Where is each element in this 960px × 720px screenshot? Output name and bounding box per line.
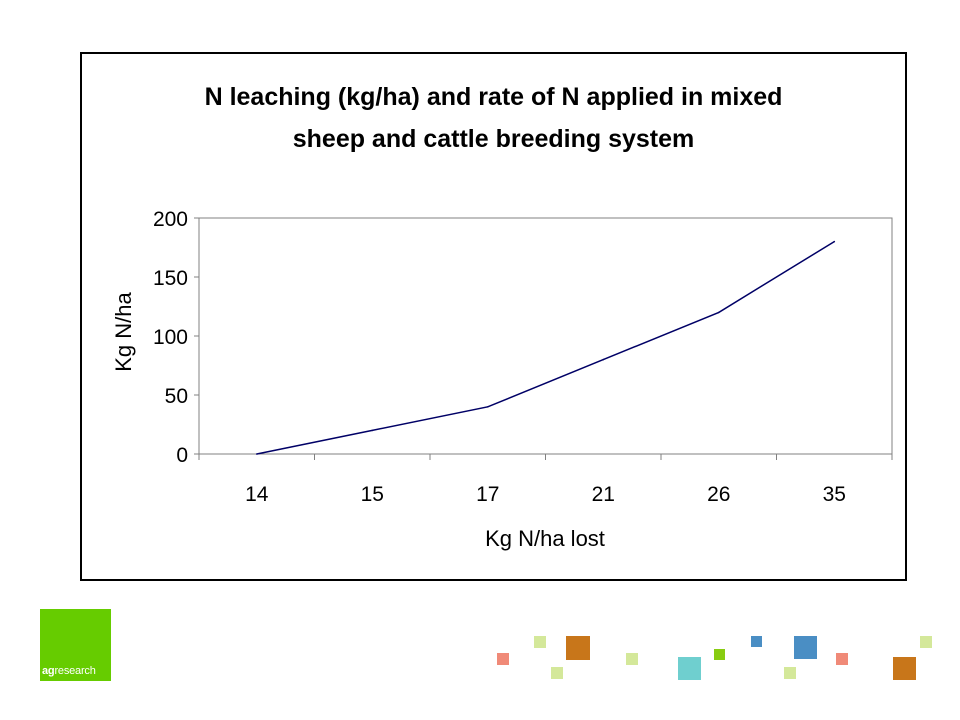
decor-square (751, 636, 762, 647)
series-layer (255, 240, 836, 455)
data-point (717, 311, 720, 314)
x-tick-label: 21 (592, 483, 615, 506)
decor-square (534, 636, 546, 648)
x-tick-label: 15 (361, 483, 384, 506)
decor-square (497, 653, 509, 665)
decor-square (784, 667, 796, 679)
decor-square (714, 649, 725, 660)
series-line (256, 240, 835, 455)
y-axis-label: Kg N/ha (111, 291, 136, 371)
y-tick-label: 150 (153, 267, 188, 290)
data-point (833, 240, 836, 243)
decor-square (678, 657, 701, 680)
decor-square (626, 653, 638, 665)
chart-title-line-2: sheep and cattle breeding system (292, 125, 695, 153)
y-tick-label: 50 (165, 385, 188, 408)
x-tick-label: 17 (476, 483, 499, 506)
y-tick-label: 100 (153, 326, 188, 349)
data-point (255, 453, 258, 455)
x-axis-label: Kg N/ha lost (485, 526, 605, 551)
plot-area (198, 217, 893, 455)
chart-title-line-1: N leaching (kg/ha) and rate of N applied… (204, 83, 783, 111)
decor-square (893, 657, 916, 680)
x-axis: 14 15 17 21 26 35 (198, 454, 893, 506)
chart-title: N leaching (kg/ha) and rate of N applied… (82, 76, 905, 160)
decor-square (551, 667, 563, 679)
agresearch-logo: agresearch (40, 609, 111, 681)
x-tick-label: 35 (823, 483, 846, 506)
decor-square (794, 636, 817, 659)
x-tick-label: 26 (707, 483, 730, 506)
chart-frame: N leaching (kg/ha) and rate of N applied… (80, 52, 907, 581)
y-tick-label: 200 (153, 208, 188, 231)
data-point (486, 406, 489, 408)
decor-square (920, 636, 932, 648)
logo-text: agresearch (42, 665, 96, 677)
data-point (602, 358, 605, 361)
y-axis: 0 50 100 150 200 (153, 208, 199, 467)
y-tick-label: 0 (176, 444, 188, 467)
decor-square (566, 636, 590, 660)
chart-plot: 0 50 100 150 200 14 15 17 21 26 35 Kg N/ha Kg N/h… (111, 208, 893, 551)
x-tick-label: 14 (245, 483, 269, 506)
data-point (371, 429, 374, 432)
decor-square (836, 653, 848, 665)
